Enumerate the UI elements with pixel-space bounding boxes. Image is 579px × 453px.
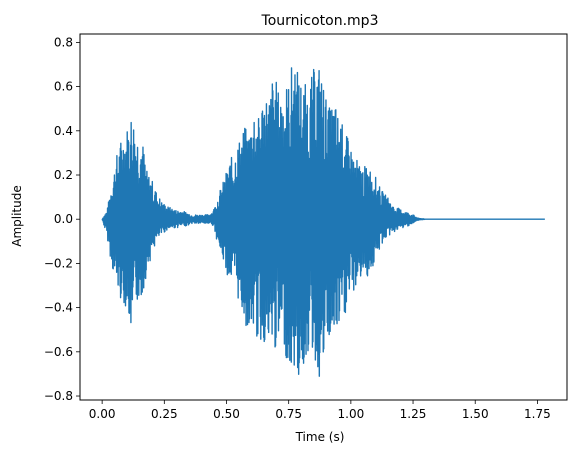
y-tick-label: 0.6 (54, 80, 73, 94)
y-axis: −0.8 −0.6 −0.4 −0.2 0.0 0.2 0.4 0.6 0.8 (44, 35, 80, 403)
y-tick-label: −0.6 (44, 345, 73, 359)
y-tick-label: −0.4 (44, 301, 73, 315)
x-tick-label: 1.50 (462, 407, 489, 421)
y-axis-label: Amplitude (10, 185, 24, 247)
x-tick-label: 1.75 (524, 407, 551, 421)
y-tick-label: −0.2 (44, 256, 73, 270)
x-tick-label: 0.00 (89, 407, 116, 421)
x-tick-label: 1.00 (338, 407, 365, 421)
x-axis: 0.00 0.25 0.50 0.75 1.00 1.25 1.50 1.75 (89, 400, 551, 421)
x-tick-label: 0.25 (151, 407, 178, 421)
y-tick-label: −0.8 (44, 389, 73, 403)
plot-area (101, 67, 546, 377)
y-tick-label: 0.0 (54, 212, 73, 226)
x-tick-label: 0.75 (275, 407, 302, 421)
axes-frame (79, 33, 568, 401)
x-tick-label: 1.25 (400, 407, 427, 421)
waveform-line (101, 67, 546, 377)
chart-title: Tournicoton.mp3 (261, 13, 379, 29)
x-axis-label: Time (s) (295, 430, 345, 444)
y-tick-label: 0.4 (54, 124, 73, 138)
y-tick-label: 0.2 (54, 168, 73, 182)
x-tick-label: 0.50 (213, 407, 240, 421)
y-tick-label: 0.8 (54, 35, 73, 49)
